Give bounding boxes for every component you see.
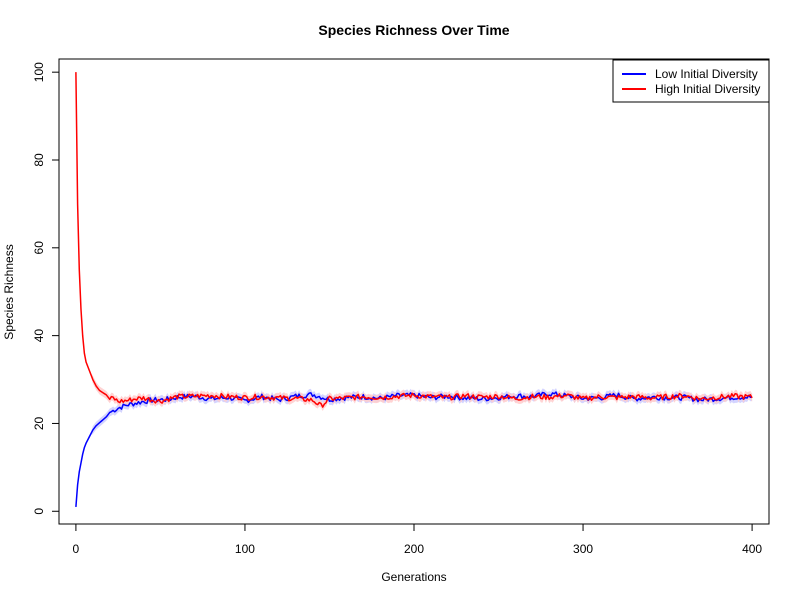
legend: Low Initial Diversity High Initial Diver… xyxy=(612,59,770,103)
x-tick-label: 200 xyxy=(404,542,424,556)
x-tick-label: 300 xyxy=(573,542,593,556)
x-axis: 0 100 200 300 400 xyxy=(73,523,762,556)
y-axis: 0 20 40 60 80 100 xyxy=(32,62,60,515)
x-tick-label: 0 xyxy=(73,542,80,556)
legend-label-high: High Initial Diversity xyxy=(655,82,760,96)
y-tick-label: 60 xyxy=(32,241,46,255)
y-tick-label: 80 xyxy=(32,153,46,167)
series-line-1 xyxy=(75,72,753,408)
legend-label-low: Low Initial Diversity xyxy=(655,67,758,81)
series-lines xyxy=(75,72,753,507)
x-tick-label: 100 xyxy=(235,542,255,556)
y-axis-label: Species Richness xyxy=(2,244,16,339)
x-axis-label: Generations xyxy=(381,570,446,584)
y-tick-label: 0 xyxy=(32,508,46,515)
confidence-bands xyxy=(75,70,753,509)
y-tick-label: 100 xyxy=(32,62,46,82)
x-tick-label: 400 xyxy=(742,542,762,556)
y-tick-label: 20 xyxy=(32,416,46,430)
chart-title: Species Richness Over Time xyxy=(318,22,509,38)
y-tick-label: 40 xyxy=(32,329,46,343)
legend-box xyxy=(612,59,770,103)
